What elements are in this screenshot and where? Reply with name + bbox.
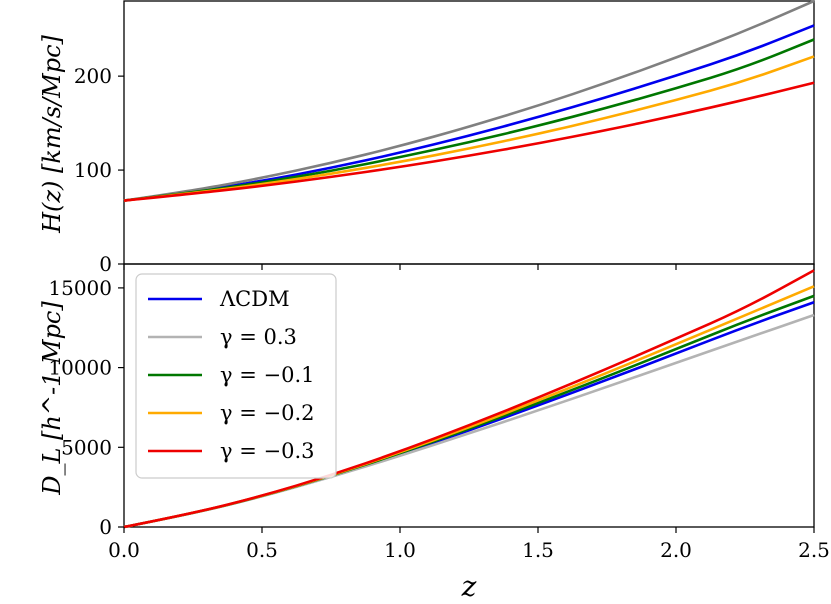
- top-series-line-3: [123, 55, 815, 202]
- top-y-tick-label: 0: [99, 252, 112, 276]
- top-series-line-1: [123, 0, 815, 202]
- legend-label-4: γ = −0.3: [220, 439, 315, 463]
- top-series-group: [123, 0, 815, 202]
- bottom-y-tick-label: 10000: [48, 356, 112, 380]
- bottom-y-axis-label: D_L [h^-1 Mpc]: [38, 301, 66, 496]
- bottom-panel-frame: [123, 263, 815, 528]
- bottom-x-tick-label: 1.0: [384, 538, 416, 562]
- top-y-axis-label: H(z) [km/s/Mpc]: [38, 34, 66, 233]
- bottom-x-tick-label: 2.5: [798, 538, 830, 562]
- bottom-x-tick-label: 2.0: [660, 538, 692, 562]
- ticks-group: 0 100 200 0 5000 10000 15000 0.0 0.5 1.0 1.5 2.0 2.5: [48, 64, 830, 562]
- top-y-tick-label: 200: [74, 64, 112, 88]
- bottom-x-tick-label: 1.5: [522, 538, 554, 562]
- bottom-x-tick-label: 0.0: [108, 538, 140, 562]
- legend-label-3: γ = −0.2: [220, 401, 315, 425]
- top-series-line-2: [123, 38, 815, 202]
- top-series-line-0: [123, 24, 815, 202]
- legend-label-2: γ = −0.1: [220, 363, 315, 387]
- top-y-tick-label: 100: [74, 158, 112, 182]
- bottom-x-tick-label: 0.5: [246, 538, 278, 562]
- legend-label-1: γ = 0.3: [220, 325, 297, 349]
- legend-label-0: ΛCDM: [219, 287, 290, 311]
- top-series-line-4: [123, 81, 815, 202]
- legend-box: [135, 273, 337, 479]
- legend: ΛCDM γ = 0.3 γ = −0.1 γ = −0.2 γ = −0.3: [135, 273, 337, 479]
- bottom-series-group: [123, 269, 815, 529]
- bottom-y-tick-label: 0: [99, 515, 112, 539]
- bottom-y-tick-label: 5000: [61, 435, 112, 459]
- top-panel-frame: [123, 0, 815, 265]
- bottom-series-line-4: [123, 269, 815, 529]
- bottom-y-tick-label: 15000: [48, 276, 112, 300]
- x-axis-label: z: [461, 570, 477, 603]
